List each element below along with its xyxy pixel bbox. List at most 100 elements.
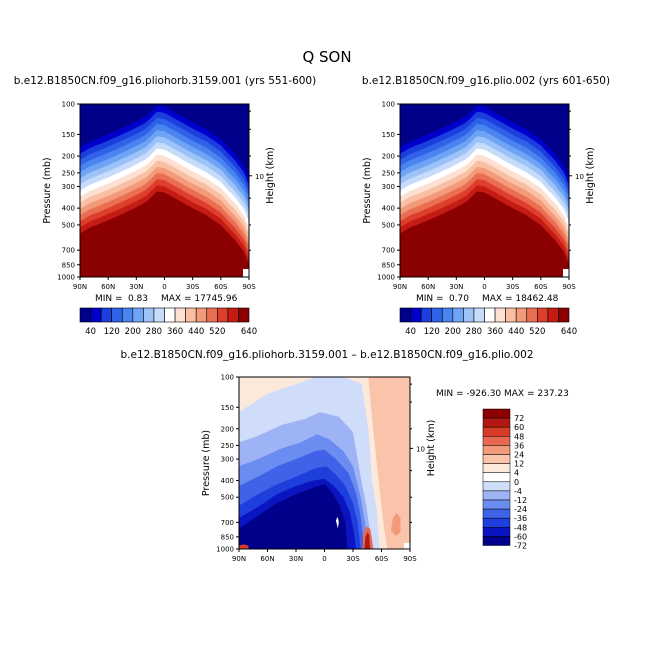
colorbar-swatch bbox=[482, 445, 511, 455]
colorbar-label: 360 bbox=[487, 327, 503, 337]
topography-mask bbox=[563, 269, 569, 277]
y-right-axis-label: Height (km) bbox=[265, 147, 276, 204]
x-tick-label: 60N bbox=[260, 555, 274, 563]
x-tick-label: 0 bbox=[162, 283, 166, 291]
colorbar-swatch bbox=[164, 307, 176, 323]
colorbar-label: 40 bbox=[405, 327, 416, 337]
y-tick-label: 400 bbox=[221, 477, 234, 485]
y-tick-label: 300 bbox=[221, 456, 234, 464]
panel-3-plot: 90N 60N 30N 0 30S 60S 90S 100 150 200 250 300 400 500… bbox=[201, 374, 437, 564]
colorbar-swatch bbox=[121, 307, 134, 323]
colorbar-swatch bbox=[537, 307, 549, 323]
y-tick-label: 500 bbox=[221, 494, 234, 502]
colorbar-label: -60 bbox=[514, 532, 527, 541]
colorbar-label: 0 bbox=[514, 478, 519, 487]
band-pos-4 bbox=[368, 377, 410, 549]
contour-band bbox=[80, 191, 249, 277]
colorbar-swatch bbox=[90, 307, 102, 323]
colorbar-swatch bbox=[526, 307, 538, 323]
colorbar-swatch bbox=[463, 307, 475, 323]
colorbar-label: -4 bbox=[514, 487, 522, 496]
contour-band bbox=[400, 191, 569, 277]
colorbar-swatch bbox=[558, 307, 570, 323]
x-tick-label: 90S bbox=[562, 283, 576, 291]
y-axis-label: Pressure (mb) bbox=[42, 157, 53, 223]
colorbar-swatch bbox=[100, 307, 112, 323]
colorbar-label: 640 bbox=[241, 327, 257, 337]
colorbar-label: 120 bbox=[104, 327, 120, 337]
colorbar-swatch bbox=[206, 307, 218, 323]
colorbar-label: 200 bbox=[125, 327, 141, 337]
x-tick-label: 30S bbox=[506, 283, 520, 291]
y-axis-label: Pressure (mb) bbox=[201, 430, 212, 496]
colorbar-swatch bbox=[431, 307, 443, 323]
x-tick-label: 90N bbox=[73, 283, 87, 291]
panel-2-title: b.e12.B1850CN.f09_g16.plio.002 (yrs 601-… bbox=[362, 75, 610, 87]
colorbar-label: 12 bbox=[514, 460, 524, 469]
colorbar-swatch bbox=[482, 454, 511, 464]
colorbar-swatch bbox=[153, 307, 165, 323]
x-tick-label: 30S bbox=[346, 555, 360, 563]
y-tick-label: 150 bbox=[382, 131, 395, 139]
colorbar-swatch bbox=[174, 307, 186, 323]
colorbar-swatch bbox=[195, 307, 208, 323]
colorbar-swatch bbox=[482, 527, 511, 537]
colorbar-swatch bbox=[143, 307, 155, 323]
colorbar-swatch bbox=[515, 307, 528, 323]
panel-2-min-label: MIN = bbox=[416, 294, 444, 304]
y-tick-label: 400 bbox=[62, 205, 75, 213]
y-axis-label: Pressure (mb) bbox=[362, 157, 373, 223]
x-tick-label: 0 bbox=[322, 555, 326, 563]
colorbar-label: 40 bbox=[85, 327, 96, 337]
colorbar-label: 24 bbox=[514, 451, 524, 460]
y-tick-label: 500 bbox=[62, 221, 75, 229]
y-tick-label: 850 bbox=[382, 261, 395, 269]
colorbar-label: -24 bbox=[514, 505, 527, 514]
colorbar-swatch bbox=[185, 307, 197, 323]
colorbar-swatch bbox=[482, 536, 511, 546]
y-tick-label: 700 bbox=[221, 519, 234, 527]
y-tick-label: 250 bbox=[62, 169, 75, 177]
colorbar-label: -72 bbox=[514, 542, 527, 551]
y-tick-label: 200 bbox=[382, 153, 395, 161]
y-tick-label: 300 bbox=[62, 183, 75, 191]
topography-mask bbox=[404, 543, 410, 549]
colorbar-swatch bbox=[482, 436, 511, 446]
x-tick-label: 60S bbox=[214, 283, 228, 291]
colorbar-swatch bbox=[473, 307, 485, 323]
colorbar-swatch bbox=[482, 490, 511, 501]
colorbar-label: -12 bbox=[514, 496, 527, 505]
colorbar-swatch bbox=[482, 426, 511, 437]
colorbar-swatch bbox=[238, 307, 250, 323]
colorbar-label: -36 bbox=[514, 514, 527, 523]
colorbar-swatch bbox=[410, 307, 422, 323]
blob-pos-12 bbox=[391, 513, 401, 536]
panel-3-title: b.e12.B1850CN.f09_g16.pliohorb.3159.001 … bbox=[120, 349, 533, 361]
colorbar-swatch bbox=[482, 472, 511, 483]
y-tick-label: 1000 bbox=[216, 546, 234, 554]
colorbar-swatch bbox=[482, 463, 511, 473]
colorbar-swatch bbox=[399, 307, 411, 323]
y-right-axis-label: Height (km) bbox=[585, 147, 596, 204]
x-tick-label: 60S bbox=[375, 555, 389, 563]
panel-2-colorbar: 40 120 200 280 360 440 520 640 bbox=[399, 307, 577, 337]
colorbar-swatch bbox=[484, 307, 496, 323]
y-tick-label: 150 bbox=[62, 131, 75, 139]
band-neg-72 bbox=[239, 484, 348, 549]
y-tick-label: 150 bbox=[221, 404, 234, 412]
colorbar-label: 4 bbox=[514, 469, 519, 478]
x-tick-label: 0 bbox=[482, 283, 486, 291]
colorbar-label: 72 bbox=[514, 414, 524, 423]
blob-zero bbox=[335, 516, 339, 529]
colorbar-swatch bbox=[441, 307, 454, 323]
colorbar-swatch bbox=[547, 307, 559, 323]
panel-2-min-value: 0.70 bbox=[449, 294, 469, 304]
x-tick-label: 60S bbox=[534, 283, 548, 291]
panel-2-plot: 90N 60N 30N 0 30S 60S 90S 100 150 200 250 300 400 500… bbox=[362, 101, 596, 292]
x-tick-label: 30N bbox=[289, 555, 303, 563]
panel-2-max-label: MAX = 18462.48 bbox=[482, 294, 559, 304]
panel-3-minmax: MIN = -926.30 MAX = 237.23 bbox=[436, 389, 569, 399]
x-tick-label: 90S bbox=[403, 555, 417, 563]
colorbar-label: 520 bbox=[529, 327, 545, 337]
